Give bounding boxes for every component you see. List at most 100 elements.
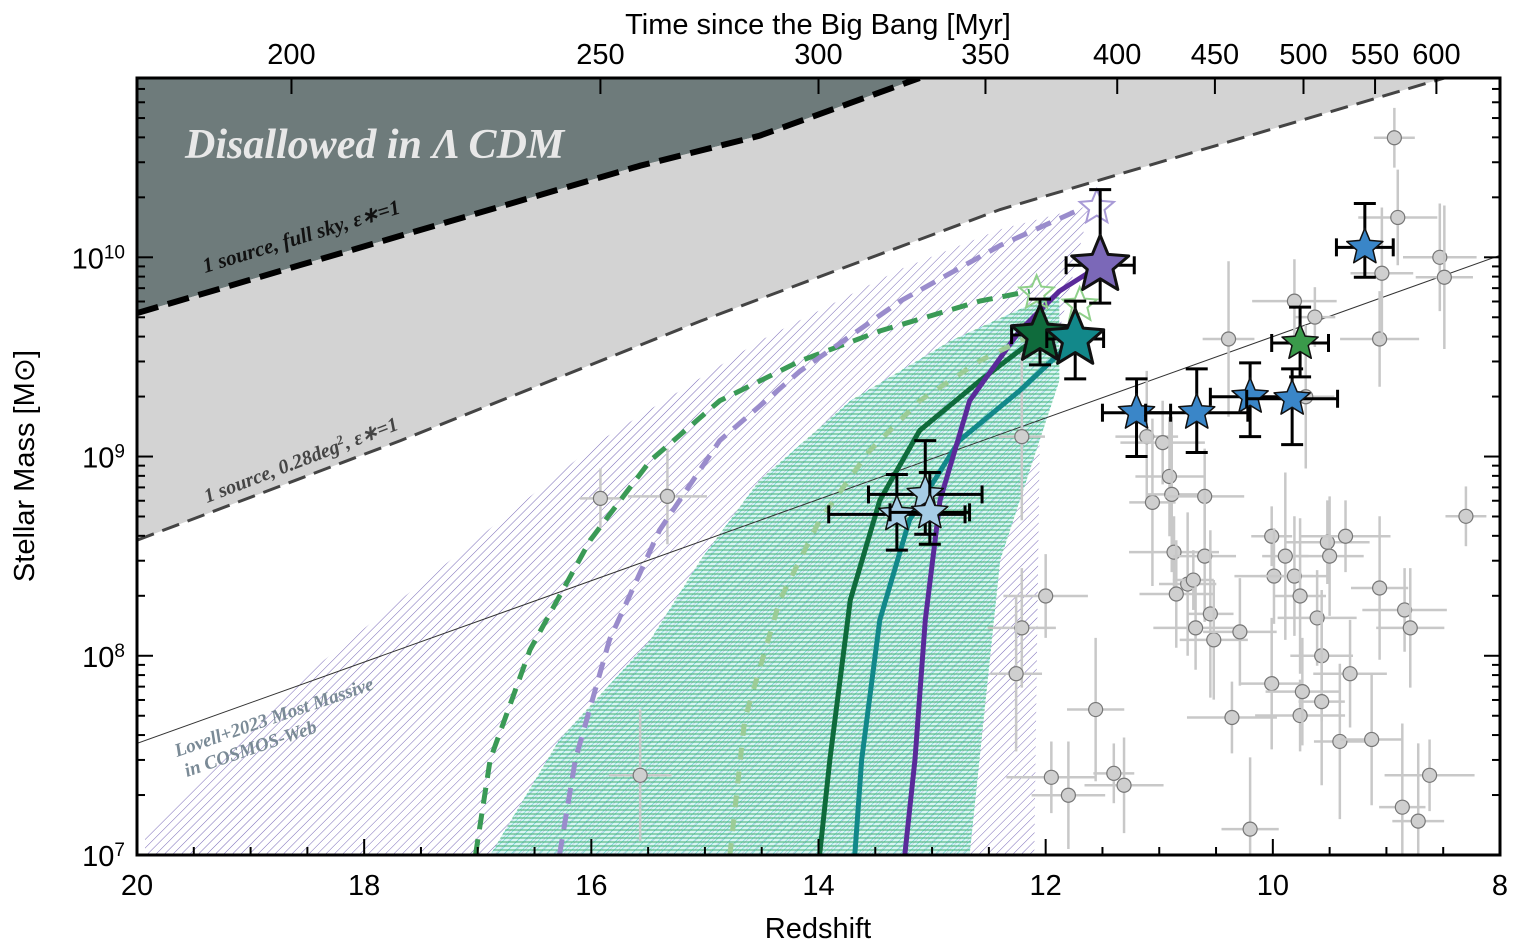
literature-point: [990, 596, 1043, 752]
x-tick-label: 14: [802, 870, 834, 902]
literature-point: [1415, 205, 1473, 349]
literature-point-marker: [632, 767, 648, 783]
y-tick-exponent: 7: [114, 840, 125, 861]
literature-point-marker: [1390, 209, 1406, 226]
star-data-point: [1010, 297, 1070, 367]
literature-point: [1129, 418, 1176, 587]
literature-point-marker: [1185, 572, 1201, 588]
x-tick-label: 16: [575, 870, 607, 902]
literature-point-marker: [1394, 799, 1410, 815]
top-tick-label: 250: [576, 39, 624, 71]
top-tick-label: 350: [961, 39, 1009, 71]
y-tick-base: 10: [82, 841, 114, 873]
top-tick-label: 450: [1191, 39, 1239, 71]
literature-point: [1221, 757, 1279, 855]
literature-point-marker: [1286, 568, 1303, 584]
literature-point: [998, 352, 1045, 521]
literature-point-marker: [1294, 684, 1310, 700]
literature-point: [1172, 550, 1214, 610]
literature-point-marker: [1421, 767, 1438, 783]
star-marker: [1231, 377, 1269, 413]
literature-point: [1295, 496, 1364, 616]
literature-point-marker: [1314, 693, 1330, 710]
literature-point-marker: [1337, 528, 1354, 544]
hollow-star-marker: [1017, 272, 1057, 310]
star-data-point: [1144, 367, 1250, 455]
literature-point-marker: [1410, 813, 1426, 829]
literature-point-marker: [1008, 666, 1024, 682]
literature-point: [1003, 554, 1088, 638]
curve-dark-green-solid: [817, 333, 1042, 855]
literature-point-marker: [1014, 429, 1030, 445]
literature-point: [1340, 291, 1420, 387]
literature-point-marker: [1014, 620, 1030, 636]
y-tick-label: 109: [82, 441, 125, 475]
x-tick-label: 10: [1257, 870, 1289, 902]
curve-light-green-dotted: [727, 328, 1042, 855]
star-marker: [1010, 303, 1070, 361]
literature-point-marker: [1043, 769, 1059, 785]
star-data-point: [1045, 299, 1106, 381]
literature-point-marker: [1106, 765, 1122, 781]
survey-limit-line: [137, 78, 1445, 542]
literature-point: [1173, 490, 1237, 622]
literature-point-marker: [592, 490, 609, 506]
literature-point: [579, 468, 621, 529]
full-sky-limit-line: [137, 78, 921, 316]
literature-point: [1300, 500, 1391, 573]
literature-point: [1179, 580, 1248, 700]
y-tick-label: 1010: [72, 242, 125, 276]
literature-point: [1362, 568, 1447, 652]
star-marker: [910, 492, 949, 529]
literature-point-marker: [1060, 787, 1076, 803]
literature-point: [1445, 486, 1487, 547]
literature-point-marker: [1332, 733, 1348, 750]
literature-point-marker: [1242, 821, 1258, 837]
literature-point-marker: [1144, 494, 1161, 510]
literature-point-marker: [1232, 624, 1248, 640]
y-axis-label: Stellar Mass [M⊙]: [9, 350, 41, 582]
literature-point-marker: [1436, 269, 1452, 285]
literature-point: [1358, 169, 1438, 266]
x-axis-label: Redshift: [765, 913, 871, 945]
literature-point-marker: [1168, 586, 1184, 602]
top-tick-label: 200: [267, 39, 315, 71]
literature-point-marker: [1307, 309, 1323, 325]
literature-point: [1115, 370, 1179, 503]
literature-point: [1186, 681, 1277, 754]
curve-purple-solid: [902, 263, 1102, 855]
literature-point: [1202, 261, 1255, 417]
top-tick-label: 500: [1279, 39, 1327, 71]
literature-point: [1298, 617, 1345, 786]
star-data-point: [1334, 202, 1395, 279]
y-tick-base: 10: [82, 642, 114, 674]
literature-point: [1340, 673, 1403, 806]
literature-point: [1153, 586, 1238, 670]
literature-point: [1084, 737, 1164, 834]
literature-point: [1203, 578, 1277, 686]
literature-point-marker: [1197, 548, 1213, 564]
y-tick-label: 108: [82, 640, 125, 674]
survey-limit-region: [137, 78, 1445, 541]
literature-point-marker: [1187, 620, 1204, 636]
literature-point: [1240, 617, 1304, 750]
literature-point: [1350, 516, 1409, 660]
y-tick-label: 107: [82, 840, 125, 874]
literature-point-marker: [1116, 777, 1132, 793]
literature-point-marker: [1396, 602, 1413, 618]
top-axis-label: Time since the Big Bang [Myr]: [625, 9, 1011, 41]
literature-point: [987, 568, 1056, 688]
literature-point: [1006, 741, 1097, 814]
literature-point-marker: [1161, 468, 1178, 485]
literature-point: [1139, 540, 1214, 648]
literature-point-marker: [1038, 588, 1054, 604]
literature-point-marker: [1292, 707, 1308, 724]
literature-point-marker: [1224, 709, 1240, 726]
literature-point-marker: [1402, 620, 1418, 636]
star-data-point: [888, 470, 972, 546]
curve-teal-solid: [852, 337, 1077, 855]
literature-point-marker: [1264, 676, 1280, 692]
y-tick-exponent: 8: [114, 640, 125, 661]
literature-point: [608, 709, 672, 842]
